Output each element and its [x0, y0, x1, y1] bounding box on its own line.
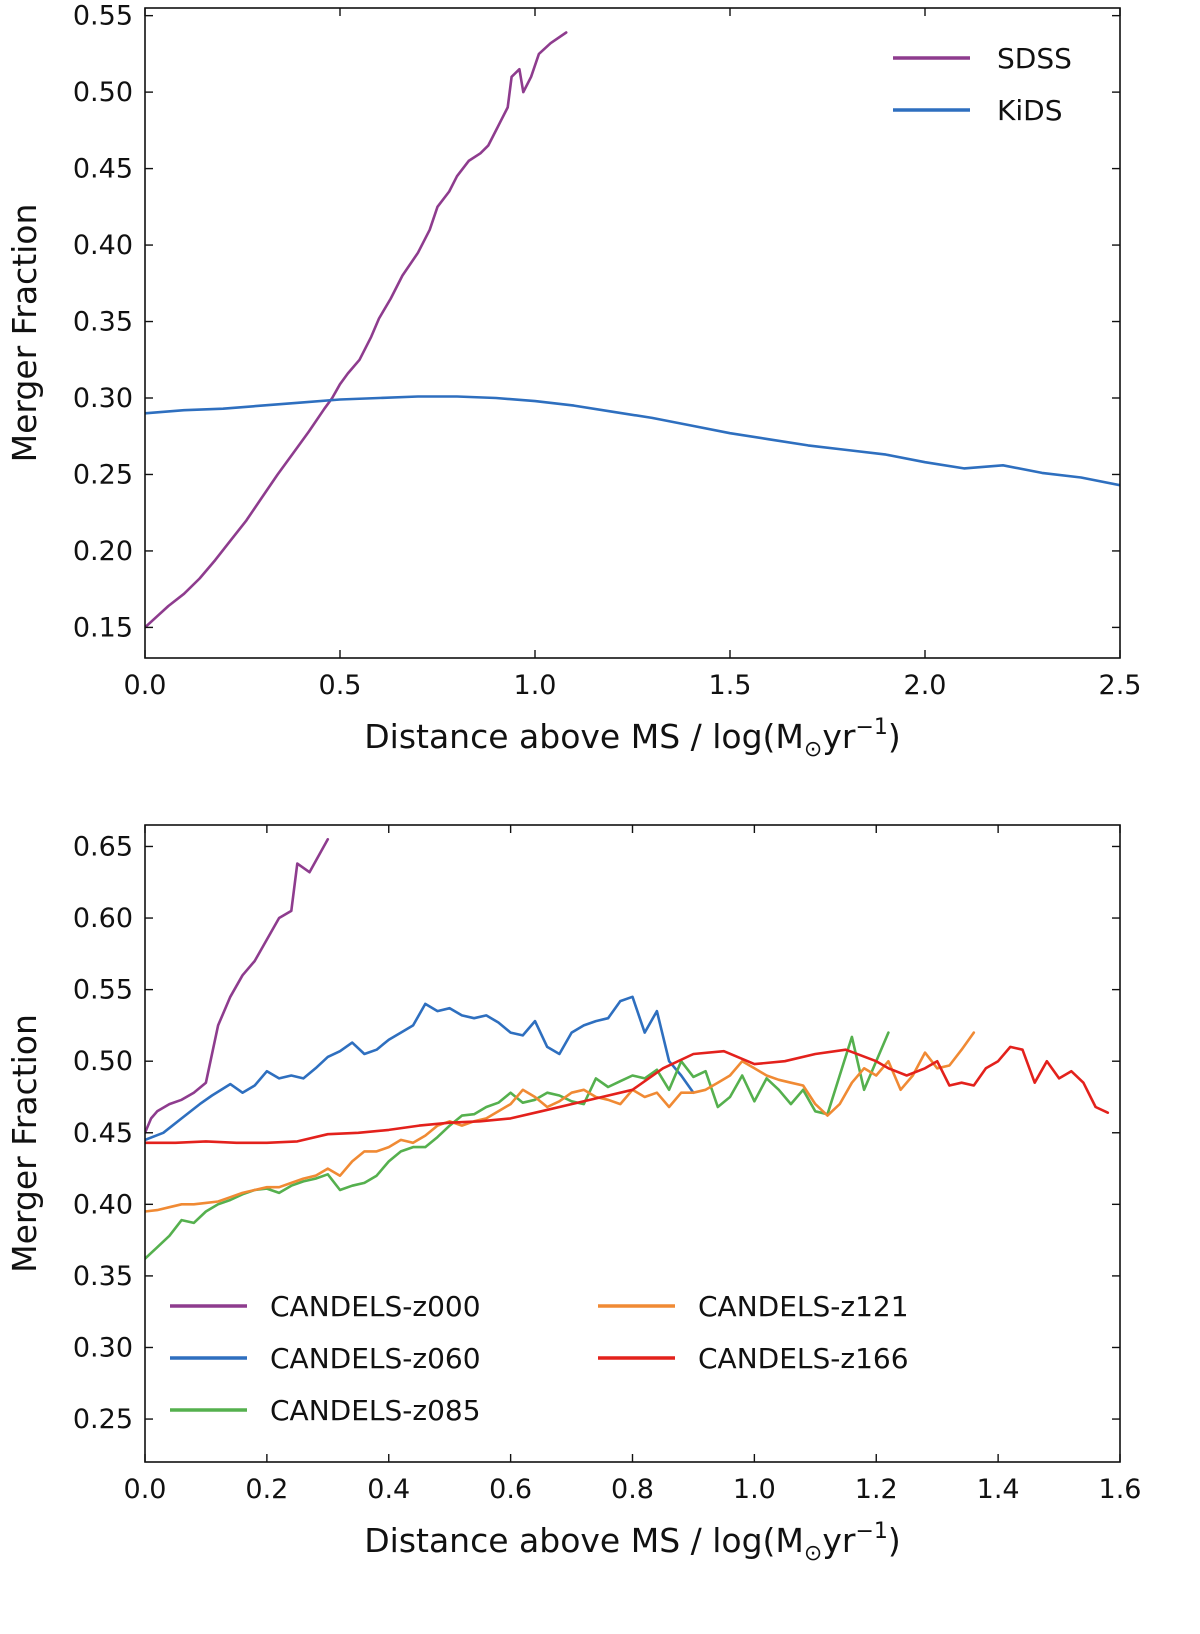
y-tick-label: 0.40: [73, 1189, 133, 1220]
chart-bottom: 0.0 0.2 0.4 0.6 0.8 1.0 1.2 1.4 1.6 0.25 0.30 0.35 0…: [5, 824, 1142, 1566]
y-tick-label: 0.50: [73, 77, 133, 108]
y-tick-label: 0.30: [73, 1332, 133, 1363]
legend-label: CANDELS-z121: [698, 1290, 909, 1323]
series-line-kids: [145, 395, 1120, 487]
x-tick-label: 0.0: [124, 1474, 167, 1505]
legend-label: SDSS: [997, 42, 1072, 75]
x-tick-label: 1.6: [1099, 1474, 1142, 1505]
y-tick-label: 0.60: [73, 903, 133, 934]
y-axis-label: Merger Fraction: [5, 204, 44, 463]
y-tick-label: 0.35: [73, 1261, 133, 1292]
plot-area: [145, 837, 1110, 1261]
x-tick-label: 1.0: [514, 670, 557, 701]
x-tick-label: 0.0: [124, 670, 167, 701]
x-tick-label: 0.4: [367, 1474, 410, 1505]
y-tick-label: 0.45: [73, 1118, 133, 1149]
y-tick-label: 0.50: [73, 1046, 133, 1077]
series-line-candels-z060: [145, 995, 695, 1142]
y-tick-label: 0.45: [73, 154, 133, 185]
series-line-candels-z121: [145, 1031, 976, 1213]
legend-label: CANDELS-z085: [270, 1394, 481, 1427]
y-axis-label: Merger Fraction: [5, 1014, 44, 1273]
y-tick-label: 0.15: [73, 612, 133, 643]
legend-label: CANDELS-z060: [270, 1342, 481, 1375]
series-line-candels-z085: [145, 1031, 890, 1261]
series-line-candels-z166: [145, 1045, 1110, 1145]
plot-area: [145, 31, 1120, 629]
x-tick-label: 1.4: [977, 1474, 1020, 1505]
x-tick-label: 1.2: [855, 1474, 898, 1505]
y-tick-label: 0.25: [73, 459, 133, 490]
legend-label: KiDS: [997, 94, 1062, 127]
y-tick-label: 0.65: [73, 831, 133, 862]
legend-label: CANDELS-z000: [270, 1290, 481, 1323]
legend-label: CANDELS-z166: [698, 1342, 909, 1375]
y-tick-label: 0.55: [73, 975, 133, 1006]
x-tick-label: 1.5: [709, 670, 752, 701]
x-tick-label: 1.0: [733, 1474, 776, 1505]
x-axis-label: Distance above MS / log(M⊙yr−1): [364, 1519, 901, 1566]
series-line-sdss: [145, 31, 568, 629]
chart-top: 0.0 0.5 1.0 1.5 2.0 2.5 0.15 0.20 0.25 0.30 0.35 0.…: [5, 1, 1142, 762]
plot-frame: [144, 7, 1121, 659]
y-tick-label: 0.20: [73, 536, 133, 567]
y-tick-label: 0.35: [73, 307, 133, 338]
x-tick-label: 0.8: [611, 1474, 654, 1505]
x-tick-label: 0.5: [319, 670, 362, 701]
x-tick-label: 0.6: [489, 1474, 532, 1505]
x-tick-label: 0.2: [245, 1474, 288, 1505]
x-tick-label: 2.5: [1099, 670, 1142, 701]
y-tick-label: 0.30: [73, 383, 133, 414]
y-tick-label: 0.40: [73, 230, 133, 261]
x-tick-label: 2.0: [904, 670, 947, 701]
series-line-candels-z000: [145, 837, 330, 1135]
x-axis-label: Distance above MS / log(M⊙yr−1): [364, 715, 901, 762]
y-tick-label: 0.55: [73, 1, 133, 32]
y-tick-label: 0.25: [73, 1404, 133, 1435]
